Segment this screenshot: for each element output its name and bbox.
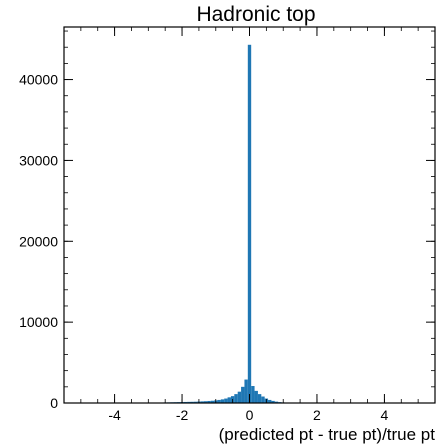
histogram-bar: [261, 397, 264, 403]
histogram-bars: [147, 45, 295, 403]
y-tick-label: 30000: [19, 152, 58, 168]
x-tick-label: 4: [381, 407, 389, 423]
histogram-bar: [238, 392, 241, 403]
y-tick-label: 0: [50, 395, 58, 411]
y-axis-ticks: 0 10000 20000 30000 40000: [19, 31, 435, 411]
x-axis-label: (predicted pt - true pt)/true pt: [219, 425, 436, 444]
histogram-bar: [251, 386, 254, 403]
histogram-bar: [244, 380, 247, 403]
histogram-bar: [258, 394, 261, 403]
y-tick-label: 40000: [19, 72, 58, 88]
histogram-bar: [255, 391, 258, 403]
x-tick-label: -2: [176, 407, 189, 423]
x-tick-label: 2: [313, 407, 321, 423]
histogram-bar: [241, 387, 244, 403]
y-tick-label: 10000: [19, 314, 58, 330]
histogram-bar: [248, 45, 251, 403]
histogram-bar: [234, 394, 237, 403]
chart-title: Hadronic top: [196, 3, 315, 26]
x-tick-label: -4: [108, 407, 121, 423]
x-tick-label: 0: [246, 407, 254, 423]
y-tick-label: 20000: [19, 233, 58, 249]
histogram-bar: [228, 397, 231, 403]
histogram-bar: [224, 399, 227, 403]
